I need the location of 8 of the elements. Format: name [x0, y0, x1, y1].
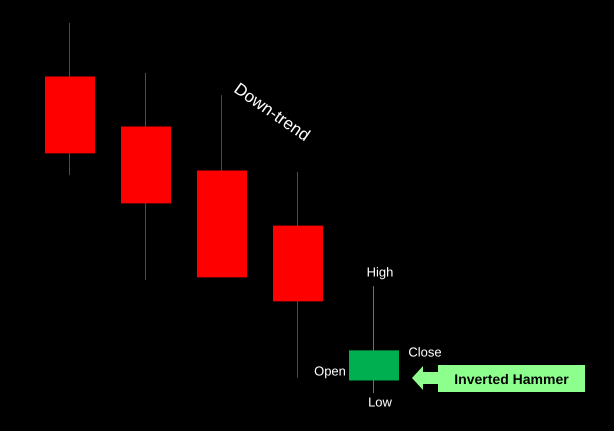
- annotation: Close: [408, 344, 442, 360]
- text: Inverted Hammer: [438, 365, 585, 392]
- annotation: High: [366, 264, 394, 280]
- candlestick: [121, 72, 171, 281]
- text: Low: [368, 394, 393, 410]
- candlestick: [349, 286, 399, 394]
- candlestick: [45, 22, 95, 176]
- annotation: Open: [314, 364, 346, 378]
